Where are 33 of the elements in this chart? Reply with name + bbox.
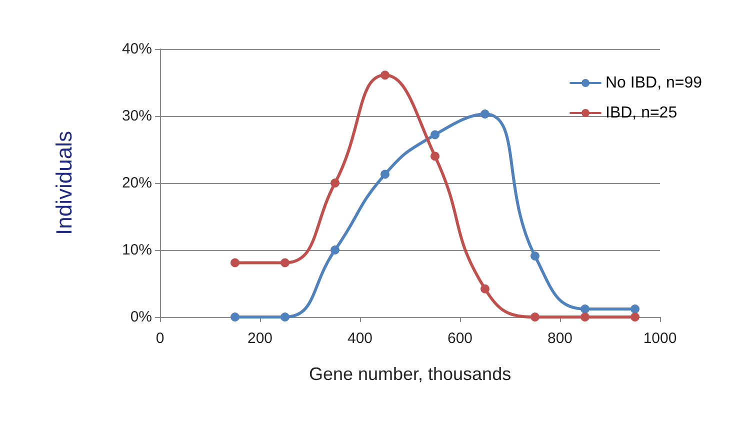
y-tick-label: 30% — [122, 108, 152, 124]
legend-label: No IBD, n=99 — [606, 74, 702, 92]
point — [430, 152, 440, 161]
point — [580, 312, 590, 322]
y-tick-label: 0% — [130, 308, 152, 326]
x-tick-label: 400 — [347, 330, 373, 347]
point — [480, 109, 490, 118]
point — [280, 312, 290, 322]
point — [330, 178, 340, 188]
point — [430, 130, 440, 140]
x-tick-label: 0 — [156, 330, 164, 347]
point — [630, 312, 640, 322]
point — [280, 258, 290, 268]
y-tick-label: 10% — [122, 242, 152, 258]
point — [530, 312, 540, 322]
x-tick-label: 1000 — [643, 330, 677, 347]
x-tick-label: 600 — [447, 330, 473, 347]
point — [230, 312, 240, 322]
point — [330, 246, 340, 254]
point — [530, 252, 540, 261]
point — [630, 304, 640, 314]
point — [380, 170, 390, 179]
y-tick-label: 40% — [122, 40, 152, 58]
point — [580, 304, 590, 314]
y-axis-title: Individuals — [52, 131, 76, 235]
point — [380, 70, 390, 80]
x-axis-title: Gene number, thousands — [308, 364, 512, 384]
legend-label: IBD, n=25 — [606, 104, 678, 122]
point — [480, 284, 490, 294]
x-tick-label: 800 — [547, 330, 573, 347]
x-tick-label: 200 — [247, 330, 273, 347]
y-tick-label: 20% — [122, 174, 152, 192]
point — [230, 258, 240, 268]
